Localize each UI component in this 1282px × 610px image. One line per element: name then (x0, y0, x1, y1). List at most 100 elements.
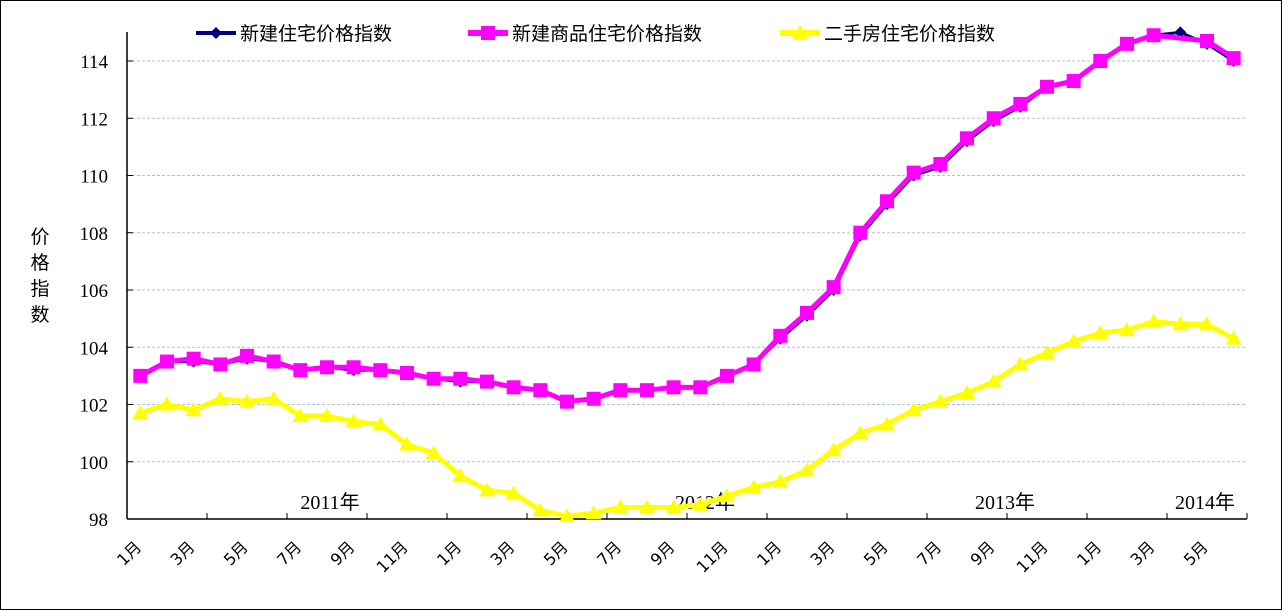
y-axis-label-char: 数 (30, 304, 49, 326)
x-tick-label: 5月 (220, 537, 252, 569)
square-marker (1040, 79, 1054, 94)
triangle-marker (479, 482, 495, 497)
y-tick-label: 100 (80, 453, 109, 474)
x-tick-label: 3月 (167, 537, 199, 569)
square-marker (560, 394, 574, 409)
y-tick-label: 106 (80, 281, 109, 302)
square-marker (720, 368, 734, 383)
legend-label: 新建住宅价格指数 (240, 23, 392, 45)
x-tick-label: 5月 (1180, 537, 1212, 569)
y-tick-label: 108 (80, 224, 109, 245)
x-tick-label: 1月 (433, 537, 465, 569)
square-marker (373, 363, 388, 378)
triangle-marker (985, 373, 1002, 388)
x-tick-label: 11月 (1013, 537, 1052, 576)
triangle-marker (905, 402, 922, 417)
triangle-marker (265, 390, 282, 405)
y-tick-label: 104 (80, 338, 109, 359)
x-tick-label: 1月 (113, 537, 145, 569)
x-tick-label: 11月 (373, 537, 412, 576)
triangle-marker (1065, 333, 1082, 348)
square-marker (320, 360, 334, 375)
triangle-marker (825, 442, 842, 457)
y-axis-ticks: 98 100 102 104 106 108 110 112 114 (80, 52, 133, 531)
data-series (132, 26, 1242, 523)
x-tick-label: 3月 (807, 537, 839, 569)
triangle-marker (959, 385, 975, 400)
x-tick-label: 9月 (327, 537, 359, 569)
square-marker (186, 351, 201, 366)
triangle-marker (399, 436, 415, 451)
triangle-marker (452, 468, 469, 483)
square-marker (346, 360, 361, 375)
triangle-marker (292, 407, 309, 422)
legend-label: 二手房住宅价格指数 (824, 23, 995, 45)
triangle-marker (212, 390, 229, 405)
triangle-marker (1092, 324, 1109, 339)
y-tick-label: 110 (80, 167, 108, 188)
x-tick-label: 3月 (487, 537, 519, 569)
triangle-marker (345, 413, 362, 428)
x-tick-label: 1月 (1073, 537, 1105, 569)
triangle-marker (532, 502, 549, 517)
square-marker (533, 383, 548, 398)
triangle-marker (719, 488, 735, 503)
legend-item-2: 二手房住宅价格指数 (780, 23, 995, 45)
square-marker (800, 305, 814, 320)
x-tick-label: 5月 (540, 537, 572, 569)
triangle-marker (612, 499, 629, 514)
square-marker (266, 354, 281, 369)
triangle-marker (1145, 313, 1162, 328)
x-tick-label: 1月 (753, 537, 785, 569)
triangle-marker (1199, 316, 1215, 331)
square-marker (426, 371, 441, 386)
square-marker (613, 383, 628, 398)
y-axis-label-char: 格 (30, 252, 49, 274)
square-marker (640, 383, 654, 398)
square-marker (1066, 74, 1081, 89)
square-marker (586, 391, 601, 406)
triangle-marker (425, 445, 442, 460)
y-tick-label: 98 (89, 510, 108, 531)
triangle-marker (239, 393, 255, 408)
triangle-marker (1039, 344, 1055, 359)
year-label: 2011年 (300, 491, 359, 514)
triangle-marker (639, 499, 655, 514)
triangle-marker (772, 473, 789, 488)
x-tick-label: 9月 (647, 537, 679, 569)
triangle-marker (1012, 356, 1029, 371)
square-marker (826, 280, 841, 295)
triangle-marker (879, 416, 895, 431)
x-tick-label: 9月 (967, 537, 999, 569)
square-marker (933, 157, 948, 172)
x-tick-label: 7月 (273, 537, 305, 569)
square-marker (853, 225, 868, 240)
x-tick-label: 11月 (693, 537, 732, 576)
triangle-marker (559, 508, 575, 523)
triangle-marker (159, 396, 175, 411)
axes (126, 32, 1247, 520)
triangle-marker (1119, 322, 1135, 337)
triangle-marker (1225, 330, 1242, 345)
square-marker (133, 368, 148, 383)
triangle-marker (185, 402, 202, 417)
y-axis-label-char: 指 (30, 278, 49, 300)
x-tick-label: 3月 (1127, 537, 1159, 569)
triangle-marker (692, 496, 709, 511)
legend-item-0: 新建住宅价格指数 (196, 23, 392, 45)
square-marker (1093, 54, 1108, 68)
square-marker (666, 380, 681, 395)
square-marker (213, 357, 228, 372)
triangle-marker (319, 407, 335, 422)
x-tick-label: 7月 (593, 537, 625, 569)
triangle-marker (665, 499, 682, 514)
x-tick-label: 7月 (913, 537, 945, 569)
square-marker (960, 131, 974, 146)
square-marker (880, 194, 894, 209)
square-marker (693, 380, 708, 395)
square-marker (906, 165, 921, 180)
triangle-marker (745, 479, 762, 494)
triangle-marker (852, 425, 869, 440)
square-marker (160, 354, 174, 369)
